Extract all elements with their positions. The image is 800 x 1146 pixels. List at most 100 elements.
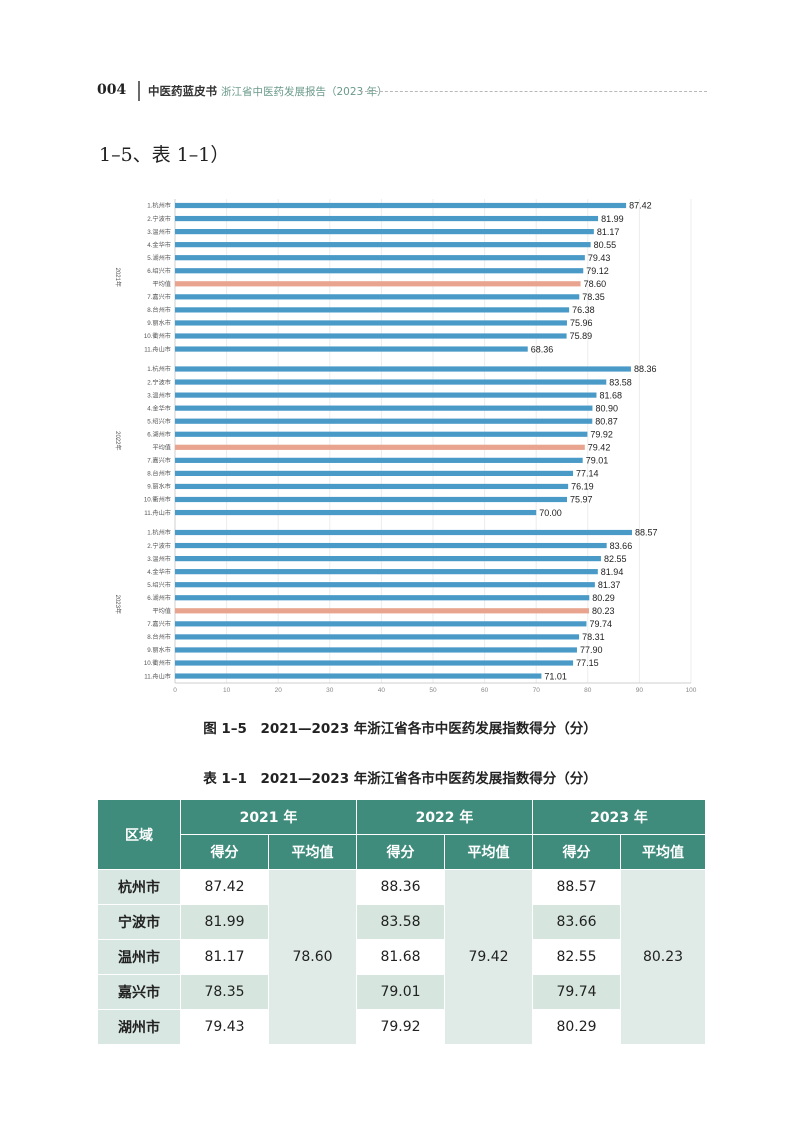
score-cell: 87.42 [180, 869, 269, 905]
bar [175, 647, 577, 653]
data-label: 88.36 [634, 364, 657, 374]
category-label: 2.宁波市 [147, 542, 171, 550]
category-label: 9.丽水市 [147, 646, 171, 654]
data-label: 76.38 [572, 305, 595, 315]
x-tick-label: 60 [481, 687, 489, 694]
region-cell: 温州市 [97, 939, 181, 975]
score-cell: 79.92 [356, 1009, 445, 1045]
bar [175, 346, 528, 352]
bar [175, 229, 594, 235]
data-label: 80.23 [592, 606, 615, 616]
intro-text: 1–5、表 1–1） [99, 144, 230, 166]
score-cell: 83.58 [356, 904, 445, 940]
data-label: 81.37 [598, 580, 621, 590]
data-label: 75.89 [570, 331, 593, 341]
bar [175, 509, 537, 516]
data-label: 80.29 [592, 593, 615, 603]
data-label: 82.55 [604, 554, 627, 564]
category-label: 4.金华市 [147, 404, 171, 412]
score-cell: 80.29 [532, 1009, 621, 1045]
bar [175, 366, 631, 372]
header-rule [360, 91, 707, 92]
bar [175, 542, 607, 549]
category-label: 7.嘉兴市 [147, 457, 171, 465]
category-label: 4.金华市 [147, 241, 171, 249]
bar [175, 333, 567, 339]
average-bar [175, 444, 585, 450]
average-cell: 78.60 [268, 869, 357, 1045]
sub-header-average: 平均值 [268, 834, 357, 870]
data-label: 78.31 [582, 632, 605, 642]
category-label: 1.杭州市 [147, 529, 171, 537]
page-header: 004 中医药蓝皮书 浙江省中医药发展报告（2023 年） [97, 80, 707, 102]
category-label: 2.宁波市 [147, 215, 171, 223]
category-label: 5.绍兴市 [147, 581, 171, 589]
data-label: 77.15 [576, 658, 599, 668]
score-cell: 79.74 [532, 974, 621, 1010]
bar [175, 307, 570, 313]
score-cell: 82.55 [532, 939, 621, 975]
series-name: 中医药蓝皮书 [148, 84, 217, 98]
category-label: 10.衢州市 [144, 659, 171, 667]
score-cell: 79.01 [356, 974, 445, 1010]
category-label: 1.杭州市 [147, 365, 171, 373]
score-cell: 81.17 [180, 939, 269, 975]
category-label: 8.台州市 [147, 633, 171, 641]
average-cell: 79.42 [444, 869, 533, 1045]
bar [175, 595, 590, 601]
x-tick-label: 30 [326, 687, 334, 694]
category-label: 10.衢州市 [144, 496, 171, 504]
bar [175, 418, 593, 424]
bar [175, 268, 584, 274]
sub-header-score: 得分 [180, 834, 269, 870]
bar [175, 294, 580, 300]
bar [175, 431, 588, 437]
bar [175, 569, 598, 575]
category-label: 5.湖州市 [147, 254, 171, 262]
score-cell: 81.68 [356, 939, 445, 975]
data-label: 79.74 [589, 619, 612, 629]
region-cell: 湖州市 [97, 1009, 181, 1045]
average-bar [175, 608, 589, 614]
bar [175, 556, 601, 562]
x-tick-label: 40 [378, 687, 386, 694]
year-header-2021: 2021 年 [180, 799, 357, 835]
data-label: 87.42 [629, 201, 652, 211]
bar [175, 470, 574, 476]
data-label: 80.90 [595, 403, 618, 413]
year-label: 2022年 [114, 431, 122, 450]
table-row: 杭州市 87.42 78.60 88.36 79.42 88.57 80.23 [97, 869, 706, 1045]
bar [175, 582, 595, 588]
category-label: 平均值 [152, 280, 171, 288]
data-label: 79.43 [588, 253, 611, 263]
report-title: 浙江省中医药发展报告（2023 年） [221, 86, 388, 98]
category-label: 9.丽水市 [147, 319, 171, 327]
bar [175, 483, 569, 490]
x-tick-label: 0 [173, 687, 177, 694]
data-label: 81.99 [601, 214, 624, 224]
page-number: 004 [97, 82, 127, 98]
figure-caption: 图 1–5 2021—2023 年浙江省各市中医药发展指数得分（分） [203, 721, 597, 737]
x-tick-label: 90 [636, 687, 644, 694]
data-label: 78.60 [584, 279, 607, 289]
x-tick-label: 20 [275, 687, 283, 694]
category-label: 3.温州市 [147, 228, 171, 236]
data-label: 77.90 [580, 645, 603, 655]
bar [175, 529, 633, 536]
sub-header-score: 得分 [356, 834, 445, 870]
average-bar [175, 281, 581, 287]
score-table: 区域 2021 年 2022 年 2023 年 得分 平均值 得分 平均值 得分… [97, 799, 706, 1045]
bar [175, 634, 580, 640]
data-label: 77.14 [576, 469, 599, 479]
sub-header-average: 平均值 [444, 834, 533, 870]
data-label: 78.35 [582, 292, 605, 302]
category-label: 4.金华市 [147, 568, 171, 576]
data-label: 68.36 [531, 344, 554, 354]
category-label: 7.嘉兴市 [147, 293, 171, 301]
table-row: 温州市 81.17 81.68 82.55 [97, 939, 706, 975]
data-label: 83.66 [610, 541, 633, 551]
data-label: 81.17 [597, 227, 620, 237]
data-label: 75.97 [570, 495, 593, 505]
category-label: 2.宁波市 [147, 378, 171, 386]
category-label: 11.舟山市 [144, 509, 171, 517]
